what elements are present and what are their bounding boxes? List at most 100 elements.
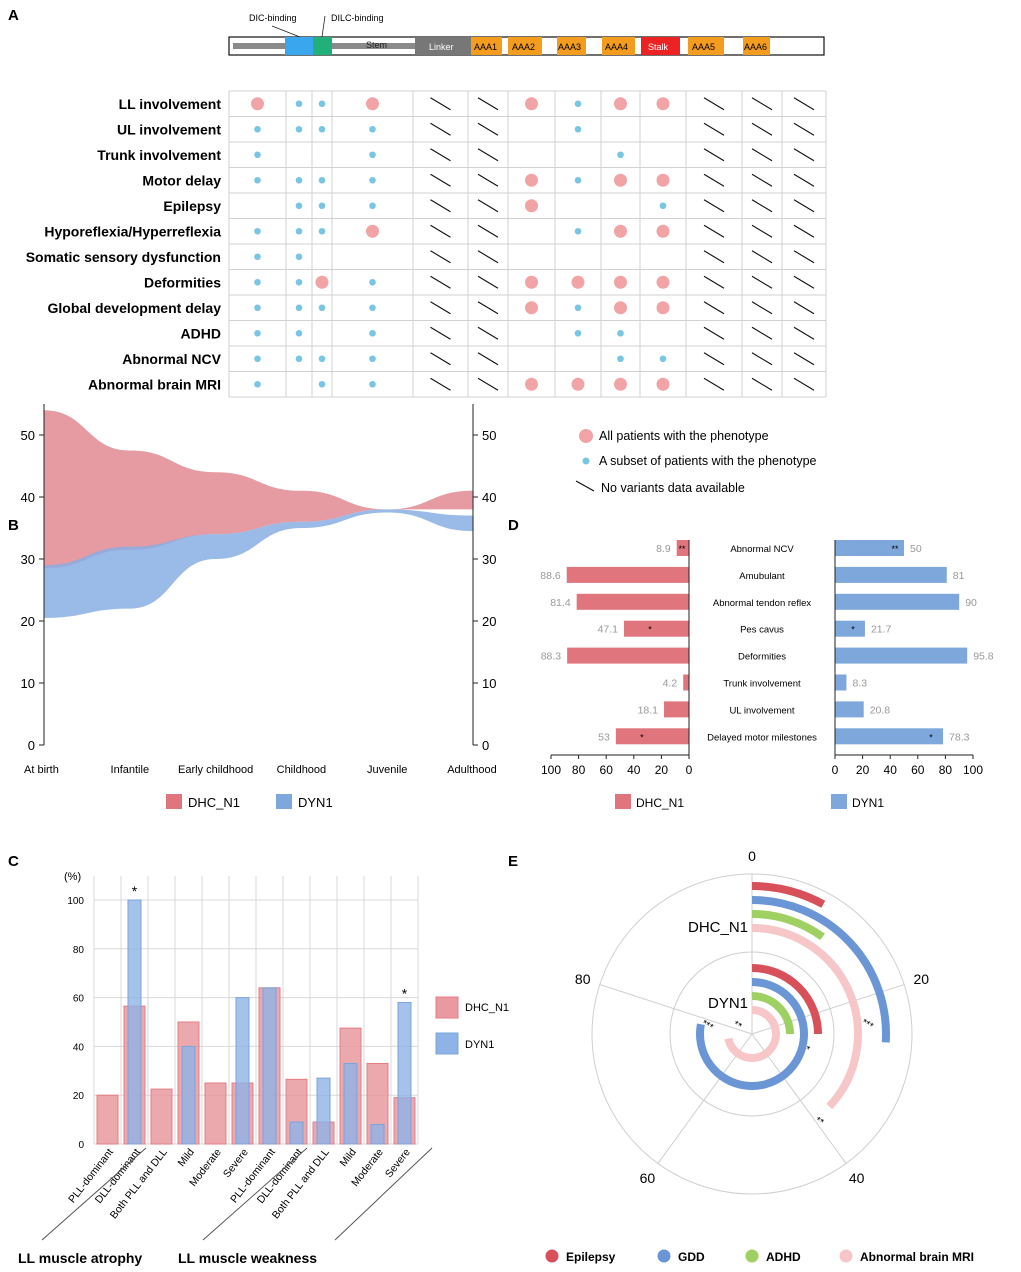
no-data-slash [751,250,773,264]
angle-gridline [599,984,753,1035]
all-patients-dot [525,173,538,187]
subset-patients-dot [369,202,376,210]
subset-patients-dot [295,100,303,108]
no-data-slash [703,224,725,238]
legend-none-label: No variants data available [601,481,745,495]
phenotype-grid: LL involvement UL involvement Trunk involv… [26,90,827,398]
domain-label-linker: Linker [429,42,454,52]
radial-bar [751,992,794,1035]
y-tick-label: 0 [78,1140,84,1151]
subset-patients-dot [369,355,376,363]
group-label-dyn: DYN1 [708,995,748,1012]
angle-tick-label: 60 [640,1170,656,1186]
x-tick-label-right: 0 [832,763,839,777]
value-label-dhc: 88.6 [540,570,561,582]
phenotype-label: Motor delay [142,172,221,188]
x-tick-label-left: 80 [572,763,586,777]
all-patients-dot [525,275,538,289]
domain-stem-left [233,43,285,49]
bar-dhc-n1 [615,728,689,745]
no-data-slash [477,301,499,315]
group-label-atrophy: LL muscle atrophy [18,1250,142,1266]
value-label-dyn: 81 [953,570,965,582]
phenotype-label: Hyporeflexia/Hyperreflexia [44,223,221,239]
legend-dyn-swatch [831,794,847,809]
x-category-label: Juvenile [367,764,407,776]
no-data-slash [793,301,815,315]
subset-patients-dot [318,100,326,108]
value-label-dyn: 90 [965,597,977,609]
panel-label-b: B [8,517,19,534]
significance-marker: *** [859,1017,875,1032]
phenotype-legend: All patients with the phenotype A subset… [575,429,817,495]
y-tick-label-right: 0 [482,738,489,753]
phenotype-label: Abnormal NCV [122,351,221,367]
all-patients-dot [571,377,585,391]
phenotype-label: Global development delay [48,300,222,316]
no-data-slash [751,224,773,238]
phenotype-label: Trunk involvement [97,147,221,163]
value-label-dhc: 18.1 [638,704,659,716]
no-data-slash [477,199,499,213]
x-category-label: Severe [383,1146,413,1180]
subset-patients-dot [295,176,303,184]
bar-dhc-n1 [150,1088,173,1145]
legend-swatch [545,1249,559,1263]
no-data-slash [703,122,725,136]
legend-subset-dot [582,457,590,465]
y-axis-unit: (%) [64,871,81,883]
no-data-slash [430,275,451,289]
value-label-dyn: 20.8 [870,704,891,716]
y-tick-label: 60 [73,994,85,1005]
phenotype-label: LL involvement [119,96,222,112]
phenotype-label: Somatic sensory dysfunction [26,249,221,265]
no-data-slash [751,301,773,315]
no-data-slash [430,377,451,391]
subset-patients-dot [617,329,624,337]
legend-dhc-label: DHC_N1 [465,1002,509,1014]
category-label: Deformities [738,652,786,663]
no-data-slash [793,377,815,391]
legend-dyn-swatch [276,794,292,809]
no-data-slash [703,352,725,366]
category-label: Delayed motor milestones [707,732,817,743]
legend-swatch [657,1249,671,1263]
y-tick-label-left: 30 [21,552,35,567]
all-patients-dot [656,224,670,238]
no-data-slash [477,122,499,136]
radial-bar [724,1006,780,1062]
panel-label-c: C [8,853,19,870]
value-label-dyn: 95.8 [973,651,994,663]
no-data-slash [793,224,815,238]
subset-patients-dot [574,176,582,184]
x-tick-label-right: 20 [856,763,870,777]
bar-dhc-n1 [204,1082,227,1145]
all-patients-dot [525,97,538,111]
dic-binding-domain [285,37,313,55]
domain-label-aaa4: AAA4 [605,42,628,52]
no-data-slash [477,250,499,264]
x-tick-label-left: 100 [541,763,561,777]
subset-patients-dot [369,304,376,312]
no-data-slash [430,148,451,162]
domain-label-aaa2: AAA2 [512,42,535,52]
legend-all-label: All patients with the phenotype [599,429,769,443]
category-label: Abnormal NCV [730,544,794,555]
domain-stem-right [332,43,415,49]
no-data-slash [793,97,815,111]
legend-all-dot [579,429,593,443]
subset-patients-dot [318,176,326,184]
subset-patients-dot [574,227,582,235]
no-data-slash [751,199,773,213]
bar-dhc-n1 [676,540,689,556]
all-patients-dot [366,224,379,238]
chart-b: 0 0 10 10 20 20 30 30 40 40 50 50 At birth Infantile E… [21,404,497,810]
value-label-dhc: 88.3 [541,651,562,663]
bar-dyn1 [289,1121,304,1145]
domain-aaa6 [743,37,770,55]
dilc-pointer-line [321,15,326,38]
subset-patients-dot [254,151,261,159]
